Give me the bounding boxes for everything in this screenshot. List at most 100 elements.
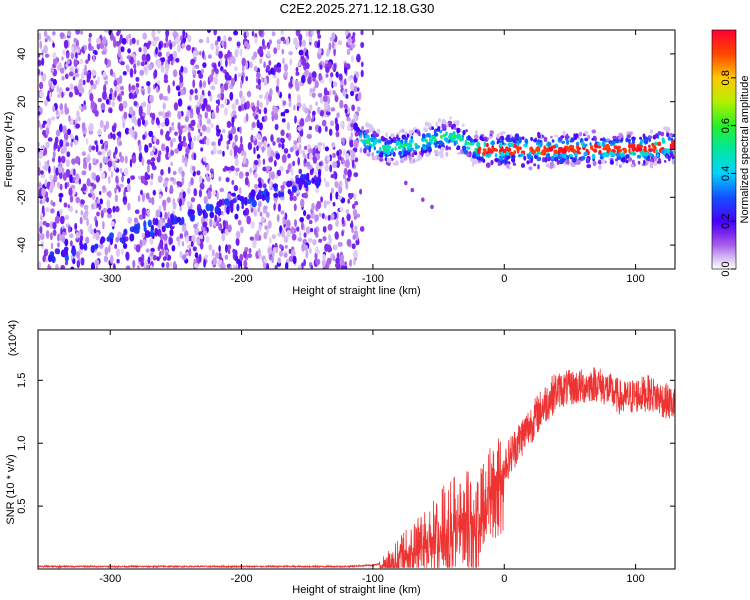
noise-cell xyxy=(252,105,256,113)
noise-cell xyxy=(247,253,253,259)
noise-cell xyxy=(90,182,94,187)
noise-cell xyxy=(337,155,342,161)
noise-cell xyxy=(335,262,339,269)
noise-cell xyxy=(106,191,111,197)
noise-cell xyxy=(152,145,156,152)
noise-cell xyxy=(123,189,126,198)
noise-cell xyxy=(259,211,263,217)
noise-cell xyxy=(339,99,344,109)
noise-cell xyxy=(187,106,191,111)
noise-cell xyxy=(133,63,137,69)
noise-cell xyxy=(335,257,341,265)
noise-cell xyxy=(263,231,268,240)
band-cell xyxy=(494,153,498,158)
noise-cell xyxy=(138,154,143,163)
noise-cell xyxy=(135,244,141,253)
noise-cell xyxy=(204,254,209,259)
noise-cell xyxy=(180,65,184,73)
noise-cell xyxy=(150,247,155,253)
noise-cell xyxy=(235,98,239,106)
band-cell xyxy=(499,157,504,161)
noise-cell xyxy=(93,172,97,182)
band-cell xyxy=(435,121,439,127)
noise-cell xyxy=(165,261,170,269)
noise-cell xyxy=(274,112,279,121)
noise-cell xyxy=(217,98,220,106)
band-cell xyxy=(648,158,653,163)
band-cell xyxy=(605,144,611,150)
noise-cell xyxy=(332,152,336,158)
noise-cell xyxy=(325,200,331,205)
noise-cell xyxy=(233,184,239,192)
noise-cell xyxy=(205,172,209,181)
noise-cell xyxy=(74,222,78,231)
noise-cell xyxy=(263,258,268,263)
noise-cell xyxy=(213,30,217,36)
band-cell xyxy=(602,140,606,146)
noise-cell xyxy=(189,94,192,102)
noise-cell xyxy=(262,158,266,165)
band-cell xyxy=(654,149,659,154)
band-cell xyxy=(661,139,666,144)
figure-title: C2E2.2025.271.12.18.G30 xyxy=(280,1,435,16)
noise-cell xyxy=(217,149,223,155)
band-cell xyxy=(371,152,375,157)
noise-cell xyxy=(129,38,133,46)
noise-cell xyxy=(335,71,339,78)
y-tick-label: 1.5 xyxy=(16,373,28,388)
band-cell xyxy=(361,125,364,132)
noise-cell xyxy=(298,168,303,175)
noise-cell xyxy=(137,265,140,269)
noise-cell xyxy=(171,122,174,127)
noise-cell xyxy=(76,251,80,259)
noise-cell xyxy=(332,81,338,87)
noise-cell xyxy=(315,258,321,266)
noise-cell xyxy=(109,87,113,95)
noise-cell xyxy=(142,90,145,96)
band-cell xyxy=(406,133,410,138)
band-cell xyxy=(386,150,391,156)
noise-cell xyxy=(146,164,150,174)
noise-cell xyxy=(182,30,186,38)
band-cell xyxy=(434,143,438,148)
band-cell xyxy=(651,157,654,162)
streak-cell xyxy=(165,222,171,229)
noise-cell xyxy=(121,248,124,256)
noise-cell xyxy=(283,63,289,72)
band-cell xyxy=(441,119,447,125)
band-cell xyxy=(496,133,500,139)
streak-cell xyxy=(250,189,256,198)
noise-cell xyxy=(326,111,331,116)
noise-cell xyxy=(48,165,51,174)
band-cell xyxy=(660,131,665,137)
noise-cell xyxy=(64,238,69,247)
noise-cell xyxy=(162,256,167,261)
noise-cell xyxy=(187,244,192,249)
noise-cell xyxy=(301,221,304,231)
noise-cell xyxy=(173,102,179,111)
band-cell xyxy=(672,139,675,144)
noise-cell xyxy=(98,204,102,211)
noise-cell xyxy=(141,207,147,217)
noise-cell xyxy=(326,155,331,161)
streak-cell xyxy=(79,239,83,248)
noise-cell xyxy=(250,207,254,213)
noise-cell xyxy=(52,105,56,113)
streak-cell xyxy=(129,233,135,242)
noise-cell xyxy=(106,199,111,209)
noise-cell xyxy=(264,225,268,230)
noise-cell xyxy=(218,61,221,68)
band-cell xyxy=(426,147,431,151)
noise-cell xyxy=(260,179,264,185)
noise-cell xyxy=(57,166,63,174)
noise-cell xyxy=(265,211,270,218)
noise-cell xyxy=(202,221,208,228)
noise-cell xyxy=(99,139,104,145)
noise-cell xyxy=(263,209,268,214)
noise-cell xyxy=(45,249,49,256)
noise-cell xyxy=(177,98,183,107)
noise-cell xyxy=(158,111,163,117)
noise-cell xyxy=(178,168,182,173)
band-cell xyxy=(548,146,554,152)
y-tick-label: 1.0 xyxy=(16,436,28,451)
